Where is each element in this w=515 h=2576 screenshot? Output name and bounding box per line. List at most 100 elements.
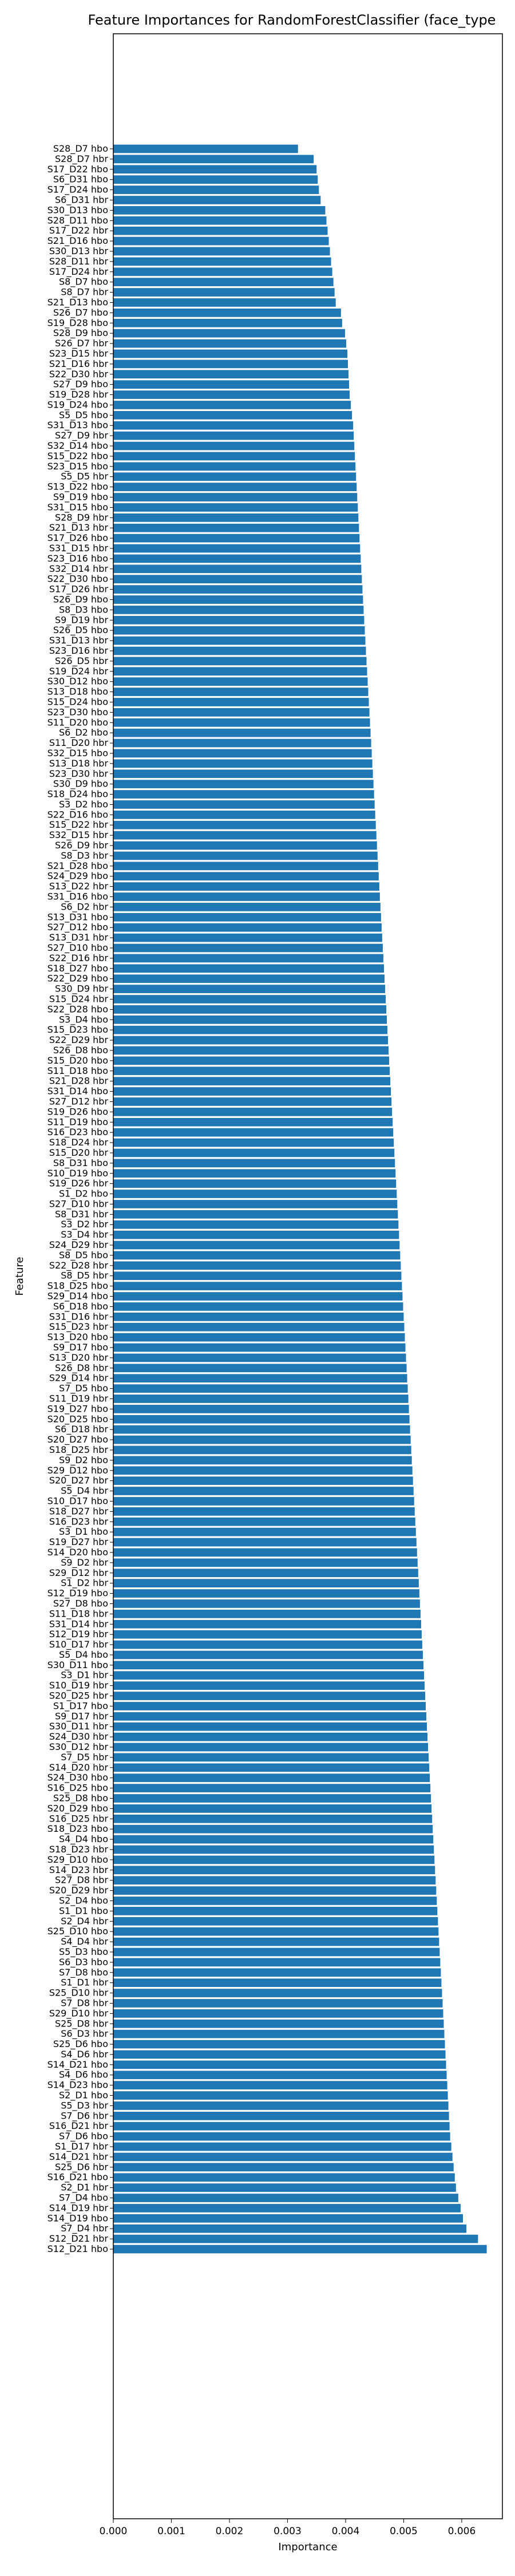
y-tick-label: S11_D18 hbr [49,1608,109,1619]
bar [113,1517,415,1526]
y-tick-label: S22_D16 hbr [49,953,109,964]
chart-title: Feature Importances for RandomForestClas… [88,12,496,28]
y-tick-label: S7_D8 hbo [59,1967,108,1978]
y-tick-label: S5_D5 hbr [61,471,108,483]
bar [113,2101,449,2110]
bar [113,1732,428,1741]
bar [113,1456,412,1465]
y-tick-label: S1_D1 hbr [61,1977,108,1989]
bar [113,441,355,451]
y-tick-label: S18_D23 hbr [49,1844,109,1855]
bar [113,1497,414,1506]
bar [113,1897,437,1905]
bar [113,759,373,768]
y-tick-label: S31_D16 hbo [47,891,108,903]
bar [113,1405,409,1413]
bar [113,1343,406,1352]
y-tick-label: S16_D23 hbr [49,1516,109,1527]
bar [113,401,351,409]
bar [113,462,356,471]
y-tick-label: S22_D30 hbo [47,574,108,585]
y-tick-label: S19_D27 hbo [47,1403,108,1415]
y-tick-label: S6_D2 hbr [61,901,108,912]
bar [113,380,350,389]
bar [113,2224,467,2233]
x-tick-label: 0.000 [100,2526,128,2537]
bar [113,1599,420,1608]
y-tick-label: S29_D14 hbr [49,1373,109,1384]
y-tick-label: S28_D7 hbr [55,153,108,165]
y-tick-label: S10_D17 hbr [49,1639,109,1650]
bar [113,728,371,737]
bar [113,2163,454,2172]
y-tick-label: S3_D4 hbr [61,1229,108,1240]
bar [113,626,365,635]
y-tick-label: S9_D19 hbo [53,492,108,503]
y-tick-label: S7_D5 hbo [59,1383,108,1394]
bar [113,1579,419,1587]
bar [113,1466,413,1475]
bar [113,421,354,430]
bar [113,964,384,973]
bar [113,1845,434,1854]
y-tick-label: S9_D17 hbr [55,1710,108,1722]
bar [113,2111,449,2120]
y-tick-label: S27_D8 hbo [53,1598,108,1609]
y-tick-label: S12_D21 hbo [47,2243,108,2255]
bar [113,1876,436,1885]
y-tick-label: S31_D14 hbo [47,1086,108,1097]
y-tick-label: S21_D16 hbo [47,235,108,247]
y-tick-label: S28_D11 hbr [49,256,109,267]
y-tick-label: S22_D28 hbo [47,1003,108,1015]
bar [113,1722,427,1731]
y-tick-label: S27_D12 hbr [49,1096,109,1107]
x-tick-label: 0.002 [216,2526,244,2537]
bar [113,1333,405,1342]
x-axis-label: Importance [278,2541,337,2553]
bar [113,544,360,553]
bar [113,1978,442,1988]
bar [113,278,334,287]
bar [113,851,378,860]
y-tick-label: S26_D8 hbo [53,1045,108,1056]
bar [113,1108,393,1116]
x-tick-label: 0.005 [390,2526,418,2537]
y-tick-label: S3_D1 hbr [61,1670,108,1681]
bar [113,1548,417,1557]
bar [113,1814,433,1823]
bar [113,236,329,246]
bar [113,411,352,420]
y-tick-label: S8_D31 hbr [55,1208,108,1220]
bar [113,1661,423,1670]
bar [113,513,359,522]
bar [113,912,381,922]
bar [113,657,367,666]
bar [113,1610,421,1618]
y-tick-label: S1_D1 hbo [59,1905,108,1917]
y-tick-label: S5_D4 hbo [59,1649,108,1661]
bar [113,903,381,911]
bar [113,575,362,584]
bar [113,2194,458,2202]
bar [113,1476,413,1485]
bar [113,483,357,491]
y-tick-label: S17_D24 hbo [47,184,108,196]
y-tick-label: S27_D10 hbr [49,1198,109,1210]
y-tick-label: S20_D27 hbo [47,1434,108,1445]
bar [113,688,369,696]
y-tick-label: S21_D13 hbo [47,297,108,308]
bar [113,749,372,758]
bar [113,820,376,829]
y-tick-label: S30_D11 hbr [49,1721,109,1732]
bar [113,1292,403,1301]
y-tick-label: S13_D31 hbo [47,911,108,923]
bar [113,1558,418,1567]
bar [113,698,369,706]
y-tick-label: S6_D3 hbr [61,2028,108,2040]
y-tick-label: S20_D27 hbr [49,1475,109,1487]
y-tick-label: S18_D25 hbo [47,1281,108,1292]
bar [113,1487,414,1495]
y-tick-label: S26_D7 hbr [55,338,108,349]
bar [113,1282,402,1290]
y-tick-label: S28_D11 hbo [47,215,108,226]
